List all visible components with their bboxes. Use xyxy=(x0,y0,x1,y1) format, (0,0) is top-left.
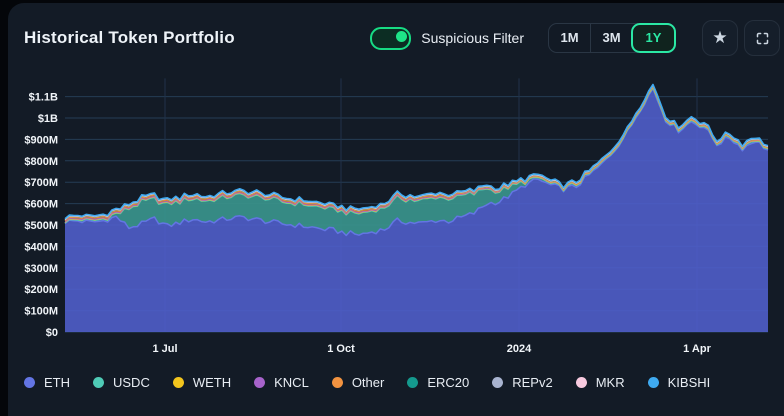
toggle-label: Suspicious Filter xyxy=(421,30,524,46)
legend-label: ERC20 xyxy=(427,374,470,390)
legend-item-erc20[interactable]: ERC20 xyxy=(407,375,469,390)
range-button-1y[interactable]: 1Y xyxy=(631,23,676,53)
line-kibshi xyxy=(64,83,769,220)
y-axis-label: $900M xyxy=(24,134,58,146)
y-axis-label: $0 xyxy=(46,327,58,339)
portfolio-chart: $1.1B $1B $900M $800M $700M $600M $500M $400M $3… xyxy=(24,78,769,355)
legend-dot-icon xyxy=(407,376,419,388)
legend-item-eth[interactable]: ETH xyxy=(24,375,70,390)
legend-item-mkr[interactable]: MKR xyxy=(575,374,625,390)
header-controls: Suspicious Filter 1M 3M 1Y ★ xyxy=(370,20,780,56)
legend-dot-icon xyxy=(331,376,343,388)
legend-dot-icon xyxy=(647,376,659,388)
legend-dot-icon xyxy=(24,376,35,388)
portfolio-card: Historical Token Portfolio Suspicious Fi… xyxy=(8,3,784,416)
legend-dot-icon xyxy=(492,376,504,388)
range-button-3m[interactable]: 3M xyxy=(590,24,632,52)
range-button-1m[interactable]: 1M xyxy=(560,30,579,45)
x-axis-label: 2024 xyxy=(507,343,532,355)
page-title: Historical Token Portfolio xyxy=(24,28,235,47)
legend-item-kibshi[interactable]: KIBSHI xyxy=(647,374,711,390)
legend-dot-icon xyxy=(575,376,587,388)
legend-label: KIBSHI xyxy=(667,374,711,390)
legend-label: ETH xyxy=(44,374,70,390)
y-axis-label: $600M xyxy=(24,199,58,211)
y-axis-label: $800M xyxy=(24,156,58,168)
x-axis-label: 1 Oct xyxy=(327,343,355,355)
y-axis-label: $100M xyxy=(24,306,58,318)
legend-item-other[interactable]: Other xyxy=(331,374,385,390)
y-axis-label: $400M xyxy=(24,241,58,253)
legend-item-kncl[interactable]: KNCL xyxy=(254,375,309,390)
star-icon: ★ xyxy=(712,27,728,47)
chart-legend: ETH USDC WETH KNCL Other ERC20 REPv2 MKR KIBSHI xyxy=(24,369,710,395)
area-eth xyxy=(65,88,768,332)
legend-item-usdc[interactable]: USDC xyxy=(93,375,150,390)
legend-label: USDC xyxy=(113,374,150,390)
legend-label: MKR xyxy=(595,374,625,390)
legend-item-repv2[interactable]: REPv2 xyxy=(492,374,553,390)
y-axis-label: $1B xyxy=(38,113,58,125)
legend-label: Other xyxy=(351,374,385,390)
fullscreen-icon xyxy=(756,32,768,44)
legend-item-weth[interactable]: WETH xyxy=(172,374,232,390)
chart-container: $1.1B $1B $900M $800M $700M $600M $500M $400M $3… xyxy=(8,62,784,362)
x-axis-label: 1 Jul xyxy=(152,343,177,355)
legend-label: KNCL xyxy=(274,374,309,390)
y-axis-label: $700M xyxy=(24,177,58,189)
plot-area[interactable] xyxy=(65,78,768,332)
range-button-group: 1M 3M 1Y xyxy=(548,23,676,53)
y-axis-label: $1.1B xyxy=(29,92,58,104)
header: Historical Token Portfolio Suspicious Fi… xyxy=(8,3,784,56)
legend-dot-icon xyxy=(172,376,184,388)
y-axis-label: $500M xyxy=(24,220,58,232)
legend-dot-icon xyxy=(93,376,104,388)
x-axis-label: 1 Apr xyxy=(683,343,711,355)
y-axis-label: $300M xyxy=(24,263,58,275)
legend-label: REPv2 xyxy=(512,374,553,390)
area-usdc xyxy=(65,87,768,236)
fullscreen-button[interactable] xyxy=(744,20,780,56)
y-axis-label: $200M xyxy=(24,284,58,296)
legend-dot-icon xyxy=(254,376,266,388)
legend-label: WETH xyxy=(192,374,232,390)
toggle-knob-icon xyxy=(396,30,408,42)
favorite-button[interactable]: ★ xyxy=(702,20,738,56)
suspicious-filter-toggle[interactable] xyxy=(370,26,412,50)
